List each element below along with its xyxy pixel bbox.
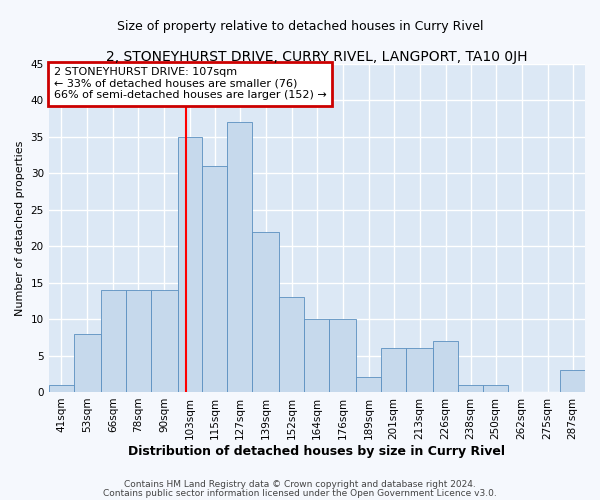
Bar: [280, 297, 304, 392]
Bar: [329, 319, 356, 392]
Bar: [151, 290, 178, 392]
Text: Contains public sector information licensed under the Open Government Licence v3: Contains public sector information licen…: [103, 489, 497, 498]
Bar: [49, 384, 74, 392]
Bar: [178, 137, 202, 392]
Title: 2, STONEYHURST DRIVE, CURRY RIVEL, LANGPORT, TA10 0JH: 2, STONEYHURST DRIVE, CURRY RIVEL, LANGP…: [106, 50, 527, 64]
Bar: [304, 319, 329, 392]
Bar: [381, 348, 406, 392]
Y-axis label: Number of detached properties: Number of detached properties: [15, 140, 25, 316]
Bar: [433, 341, 458, 392]
Bar: [560, 370, 585, 392]
Text: 2 STONEYHURST DRIVE: 107sqm
← 33% of detached houses are smaller (76)
66% of sem: 2 STONEYHURST DRIVE: 107sqm ← 33% of det…: [54, 68, 327, 100]
Bar: [253, 232, 280, 392]
Bar: [356, 378, 381, 392]
Bar: [74, 334, 101, 392]
Bar: [227, 122, 253, 392]
X-axis label: Distribution of detached houses by size in Curry Rivel: Distribution of detached houses by size …: [128, 444, 505, 458]
Bar: [483, 384, 508, 392]
Bar: [458, 384, 483, 392]
Bar: [202, 166, 227, 392]
Text: Contains HM Land Registry data © Crown copyright and database right 2024.: Contains HM Land Registry data © Crown c…: [124, 480, 476, 489]
Bar: [125, 290, 151, 392]
Bar: [101, 290, 125, 392]
Bar: [406, 348, 433, 392]
Text: Size of property relative to detached houses in Curry Rivel: Size of property relative to detached ho…: [117, 20, 483, 33]
